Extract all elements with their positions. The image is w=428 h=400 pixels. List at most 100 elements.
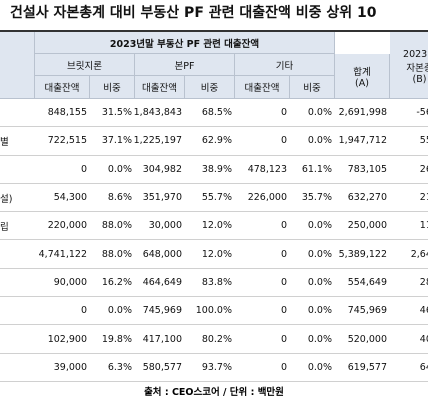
row-name <box>0 354 35 382</box>
cell: 0 <box>235 127 290 156</box>
cell: 88.0% <box>90 241 135 269</box>
row-name: 별 <box>0 127 35 156</box>
cell: 6.3% <box>90 354 135 382</box>
cell: 0 <box>35 297 90 326</box>
cell: 0.0% <box>90 156 135 184</box>
row-name <box>0 325 35 354</box>
cell: 0 <box>235 241 290 269</box>
cell: 520,000 <box>335 325 390 354</box>
cell: 83.8% <box>185 269 235 298</box>
cell: 0 <box>235 297 290 326</box>
cell: 226,000 <box>235 184 290 213</box>
column-header: 비중 <box>290 76 335 99</box>
cell: 0 <box>235 99 290 128</box>
cell: 619,577 <box>335 354 390 382</box>
sub-header: 기타 <box>235 54 335 76</box>
capital-header: 2023년자본총(B) <box>390 32 428 99</box>
cell: 580,577 <box>135 354 185 382</box>
cell: 8.6% <box>90 184 135 213</box>
cell: 469,8 <box>390 297 428 326</box>
cell: 400,1 <box>390 325 428 354</box>
cell: 304,982 <box>135 156 185 184</box>
cell: 0.0% <box>290 325 335 354</box>
cell: 16.2% <box>90 269 135 298</box>
title: 건설사 자본총계 대비 부동산 PF 관련 대출잔액 비중 상위 10 <box>10 5 377 21</box>
cell: 0.0% <box>290 99 335 128</box>
sub-header: 본PF <box>135 54 235 76</box>
cell: 35.7% <box>290 184 335 213</box>
cell: 0.0% <box>290 297 335 326</box>
row-name: 립 <box>0 212 35 241</box>
cell: -561,7 <box>390 99 428 128</box>
cell: 553,6 <box>390 127 428 156</box>
column-header: 비중 <box>185 76 235 99</box>
cell: 783,105 <box>335 156 390 184</box>
cell: 30,000 <box>135 212 185 241</box>
cell: 2,691,998 <box>335 99 390 128</box>
cell: 90,000 <box>35 269 90 298</box>
cell: 19.8% <box>90 325 135 354</box>
cell: 12.0% <box>185 241 235 269</box>
cell: 0 <box>235 354 290 382</box>
row-name <box>0 269 35 298</box>
row-name: 설) <box>0 184 35 213</box>
cell: 351,970 <box>135 184 185 213</box>
cell: 4,741,122 <box>35 241 90 269</box>
row-name <box>0 156 35 184</box>
cell: 54,300 <box>35 184 90 213</box>
cell: 61.1% <box>290 156 335 184</box>
cell: 0.0% <box>290 241 335 269</box>
cell: 745,969 <box>335 297 390 326</box>
cell: 2,641,5 <box>390 241 428 269</box>
header-line: 합계 <box>353 66 371 78</box>
cell: 848,155 <box>35 99 90 128</box>
cell: 100.0% <box>185 297 235 326</box>
cell: 1,947,712 <box>335 127 390 156</box>
cell: 0.0% <box>290 127 335 156</box>
cell: 12.0% <box>185 212 235 241</box>
cell: 38.9% <box>185 156 235 184</box>
cell: 554,649 <box>335 269 390 298</box>
row-name <box>0 99 35 128</box>
column-header: 비중 <box>90 76 135 99</box>
cell: 745,969 <box>135 297 185 326</box>
cell: 260,3 <box>390 156 428 184</box>
cell: 478,123 <box>235 156 290 184</box>
column-header: 대출잔액 <box>235 76 290 99</box>
cell: 55.7% <box>185 184 235 213</box>
cell: 0.0% <box>290 269 335 298</box>
cell: 722,515 <box>35 127 90 156</box>
row-name <box>0 297 35 326</box>
cell: 0.0% <box>90 297 135 326</box>
cell: 1,843,843 <box>134 99 185 128</box>
cell: 0.0% <box>290 212 335 241</box>
cell: 0 <box>235 212 290 241</box>
sub-header: 브릿지론 <box>35 54 135 76</box>
cell: 464,649 <box>135 269 185 298</box>
cell: 250,000 <box>335 212 390 241</box>
cell: 37.1% <box>90 127 135 156</box>
cell: 88.0% <box>90 212 135 241</box>
header-line: 자본총 <box>406 62 428 74</box>
header-blank <box>0 32 35 99</box>
cell: 220,000 <box>35 212 90 241</box>
header-line: (A) <box>355 77 369 89</box>
group-header: 2023년말 부동산 PF 관련 대출잔액 <box>35 32 335 54</box>
cell: 0.0% <box>290 354 335 382</box>
header-line: (B) <box>412 73 427 85</box>
cell: 119,9 <box>390 212 428 241</box>
cell: 5,389,122 <box>335 241 390 269</box>
cell: 648,000 <box>135 241 185 269</box>
cell: 93.7% <box>185 354 235 382</box>
cell: 68.5% <box>185 99 235 128</box>
cell: 417,100 <box>135 325 185 354</box>
cell: 39,000 <box>35 354 90 382</box>
column-header: 대출잔액 <box>135 76 185 99</box>
cell: 288,3 <box>390 269 428 298</box>
row-name <box>0 241 35 269</box>
cell: 645,9 <box>390 354 428 382</box>
cell: 80.2% <box>185 325 235 354</box>
header-line: 2023년 <box>403 48 428 60</box>
cell: 62.9% <box>185 127 235 156</box>
